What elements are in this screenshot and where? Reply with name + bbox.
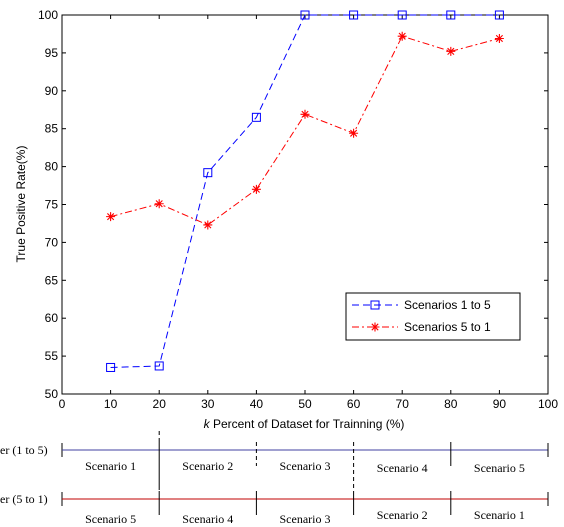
x-tick-label: 0	[59, 397, 66, 411]
series-2	[106, 31, 504, 230]
series-group	[106, 10, 504, 372]
data-point	[370, 300, 380, 310]
scenario-timeline: der (1 to 5) Scenario 1 Scenario 2 Scenario…	[0, 431, 549, 526]
scenario-label: Scenario 5	[85, 512, 136, 526]
data-point	[446, 10, 456, 20]
y-tick-label: 85	[45, 122, 59, 136]
data-point	[203, 220, 213, 230]
scenario-label: Scenario 2	[377, 508, 428, 522]
scenario-label: Scenario 3	[280, 459, 331, 473]
data-point	[300, 10, 310, 20]
x-tick-label: 90	[493, 397, 507, 411]
x-tick-label: 10	[104, 397, 118, 411]
data-point	[203, 168, 213, 178]
x-axis-label: k Percent of Dataset for Trainning (%)	[204, 417, 405, 431]
data-point	[106, 362, 116, 372]
y-tick-label: 95	[45, 46, 59, 60]
y-tick-label: 70	[45, 235, 59, 249]
x-tick-label: 70	[396, 397, 410, 411]
legend-label: Scenarios 5 to 1	[404, 320, 491, 334]
scenario-label: Scenario 1	[85, 459, 136, 473]
x-tick-label: 40	[250, 397, 264, 411]
y-tick-label: 60	[45, 311, 59, 325]
legend-item-1: Scenarios 1 to 5	[352, 298, 491, 312]
legend-label: Scenarios 1 to 5	[404, 298, 491, 312]
data-point	[349, 128, 359, 138]
data-point	[397, 31, 407, 41]
x-tick-label: 30	[201, 397, 215, 411]
data-point	[349, 10, 359, 20]
data-point	[300, 109, 310, 119]
y-tick-label: 90	[45, 84, 59, 98]
data-point	[370, 322, 380, 332]
x-tick-label: 60	[347, 397, 361, 411]
data-point	[154, 199, 164, 209]
x-tick-label: 80	[444, 397, 458, 411]
scenario-label: Scenario 2	[182, 459, 233, 473]
data-point	[106, 212, 116, 222]
data-point	[154, 361, 164, 371]
data-point	[494, 33, 504, 43]
x-tick-label: 20	[153, 397, 167, 411]
x-tick-label: 100	[538, 397, 558, 411]
y-tick-label: 65	[45, 273, 59, 287]
series-line	[110, 14, 500, 368]
y-tick-label: 50	[45, 387, 59, 401]
x-tick-label: 50	[298, 397, 312, 411]
scenario-label: Scenario 4	[182, 512, 233, 526]
timeline-row: der (5 to 1) Scenario 5 Scenario 4 Scenario…	[0, 491, 549, 526]
data-point	[251, 184, 261, 194]
scenario-label: Scenario 1	[474, 508, 525, 522]
timeline-row-label: der (5 to 1)	[0, 492, 48, 506]
data-point	[251, 112, 261, 122]
y-axis-label: True Positive Rate(%)	[14, 146, 28, 263]
scenario-label: Scenario 3	[280, 512, 331, 526]
data-point	[494, 10, 504, 20]
axis-ticks: 0 10 20 30 40 50 60 70 80 90 100 50 55 60 65 70 75 80 85 90…	[38, 8, 558, 411]
timeline-row-label: der (1 to 5)	[0, 443, 48, 457]
data-point	[446, 46, 456, 56]
legend-item-2: Scenarios 5 to 1	[352, 320, 491, 334]
y-tick-label: 80	[45, 160, 59, 174]
y-tick-label: 100	[38, 8, 58, 22]
scenario-label: Scenario 4	[377, 461, 428, 475]
x-axis-label-text: Percent of Dataset for Trainning (%)	[210, 417, 405, 431]
x-axis-label-variable: k	[204, 417, 211, 431]
series-1	[106, 10, 504, 372]
scenario-label: Scenario 5	[474, 461, 525, 475]
data-point	[397, 10, 407, 20]
series-line	[110, 35, 500, 226]
legend: Scenarios 1 to 5 Scenarios 5 to 1	[345, 292, 521, 341]
y-tick-label: 75	[45, 198, 59, 212]
timeline-row: der (1 to 5) Scenario 1 Scenario 2 Scenario…	[0, 442, 549, 490]
y-tick-label: 55	[45, 349, 59, 363]
